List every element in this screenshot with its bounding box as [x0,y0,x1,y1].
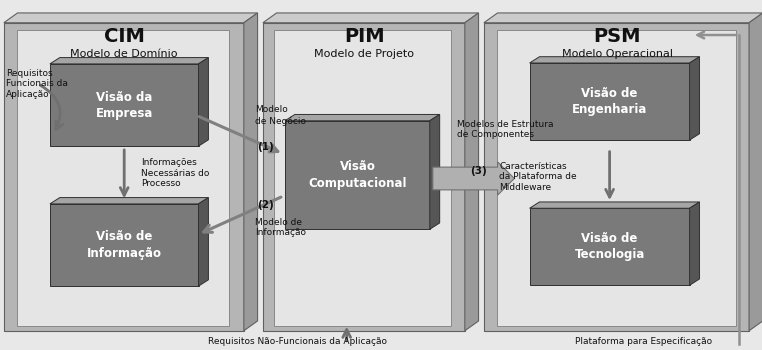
Text: PIM: PIM [344,27,385,46]
Text: Modelo de Projeto: Modelo de Projeto [314,49,415,59]
Polygon shape [50,58,209,64]
Bar [530,208,690,285]
Polygon shape [484,13,762,23]
Text: Informações
Necessárias do
Processo: Informações Necessárias do Processo [141,158,210,188]
Text: Modelo de
Informação: Modelo de Informação [255,218,306,237]
Bar [274,30,451,326]
Bar [530,63,690,140]
Text: Visão
Computacional: Visão Computacional [308,161,407,189]
Text: Características
da Plataforma de
Middleware: Características da Plataforma de Middlew… [499,162,577,192]
Polygon shape [690,202,700,285]
Text: Requisitos
Funcionais da
Aplicação: Requisitos Funcionais da Aplicação [6,69,68,99]
Text: PSM: PSM [594,27,641,46]
Polygon shape [263,13,479,23]
Polygon shape [690,57,700,140]
Polygon shape [50,197,209,204]
Polygon shape [430,114,440,229]
Text: Visão da
Empresa: Visão da Empresa [95,91,153,119]
FancyArrow shape [433,162,514,195]
Text: (2): (2) [258,200,274,210]
Bar [4,23,244,331]
Bar [263,23,465,331]
Text: Modelo Operacional: Modelo Operacional [562,49,673,59]
Polygon shape [4,13,258,23]
Bar [484,23,749,331]
Polygon shape [198,58,209,146]
Polygon shape [530,202,700,208]
Bar [50,204,198,286]
Text: Visão de
Engenharia: Visão de Engenharia [572,87,647,116]
Text: (1): (1) [258,142,274,152]
Text: (3): (3) [470,167,487,176]
Polygon shape [465,13,479,331]
Bar [497,30,736,326]
Text: Visão de
Tecnologia: Visão de Tecnologia [575,232,645,261]
Text: Plataforma para Especificação: Plataforma para Especificação [575,337,712,346]
Polygon shape [244,13,258,331]
Polygon shape [530,57,700,63]
Text: Requisitos Não-Funcionais da Aplicação: Requisitos Não-Funcionais da Aplicação [208,337,386,346]
Polygon shape [285,114,440,121]
Text: CIM: CIM [104,27,145,46]
Bar [17,30,229,326]
Polygon shape [749,13,762,331]
Bar [285,121,430,229]
Text: Visão de
Informação: Visão de Informação [87,231,162,259]
Text: Modelo
de Negócio: Modelo de Negócio [255,105,306,126]
Text: Modelos de Estrutura
de Componentes: Modelos de Estrutura de Componentes [457,120,554,139]
Text: Modelo de Domínio: Modelo de Domínio [70,49,178,59]
Polygon shape [198,197,209,286]
Bar [50,64,198,146]
